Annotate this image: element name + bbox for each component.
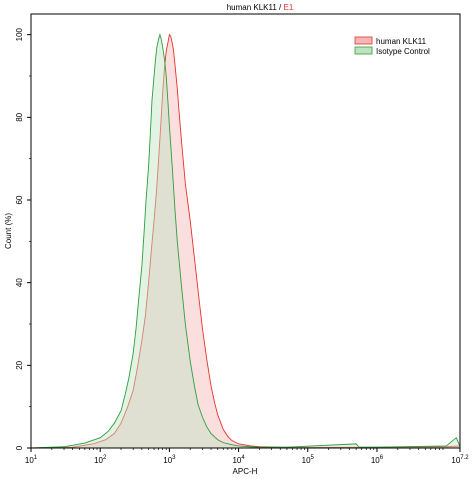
series-area-human-klk11 <box>31 34 460 449</box>
legend-swatch-human-klk11 <box>354 36 373 45</box>
x-tick-label: 105 <box>302 455 315 465</box>
chart-title-main: human KLK11 <box>227 3 278 12</box>
chart-title: human KLK11 / E1 <box>227 3 294 12</box>
y-axis-label: Count (%) <box>4 213 13 249</box>
series-line-human-klk11 <box>30 33 461 449</box>
plot-frame <box>30 13 461 449</box>
legend-label-isotype-control: Isotype Control <box>376 47 430 56</box>
chart-title-gate: E1 <box>283 3 293 12</box>
series-layer <box>30 33 461 449</box>
x-tick-label: 101 <box>25 455 38 465</box>
y-tick-label: 100 <box>15 27 24 41</box>
x-tick-label: 103 <box>163 455 176 465</box>
y-tick-label: 80 <box>15 112 24 121</box>
x-axis-ticks: 101 102 103 104 105 106 107.2 <box>25 448 469 465</box>
legend: human KLK11 Isotype Control <box>354 36 430 56</box>
x-tick-label: 106 <box>371 455 384 465</box>
y-axis-ticks: 0 20 40 60 80 100 <box>15 27 31 450</box>
series-line-isotype-control <box>30 33 461 449</box>
legend-swatch-isotype-control <box>354 46 373 55</box>
x-axis-label: APC-H <box>233 467 258 476</box>
series-area-isotype-control <box>31 34 460 449</box>
x-tick-label: 104 <box>232 455 245 465</box>
x-tick-label: 107.2 <box>451 455 469 465</box>
x-tick-label: 102 <box>94 455 107 465</box>
y-tick-label: 20 <box>15 360 24 369</box>
legend-label-human-klk11: human KLK11 <box>376 37 427 46</box>
y-tick-label: 60 <box>15 195 24 204</box>
chart-title-separator: / <box>277 3 284 12</box>
y-tick-label: 40 <box>15 278 24 287</box>
y-tick-label: 0 <box>15 445 24 450</box>
